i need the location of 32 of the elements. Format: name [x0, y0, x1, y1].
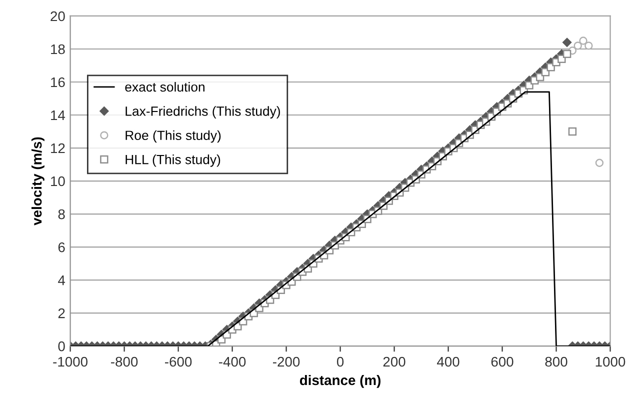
point: [584, 42, 593, 50]
x-tick-label: -200: [272, 356, 300, 367]
x-tick-label: 1000: [596, 356, 626, 367]
legend-label: Roe (This study): [126, 130, 221, 143]
y-tick-label: 18: [51, 44, 65, 54]
legend-label: Lax-Friedrichs (This study): [126, 106, 280, 118]
x-tick-label: -600: [165, 356, 192, 367]
x-tick-label: 200: [383, 356, 406, 367]
y-tick-label: 6: [58, 242, 65, 252]
x-tick-label: -800: [111, 356, 138, 367]
legend-label: exact solution: [125, 82, 204, 92]
x-tick-label: -400: [218, 356, 246, 367]
y-tick-label: 2: [58, 308, 65, 318]
point: [595, 158, 604, 167]
y-tick-label: 8: [58, 209, 65, 220]
point: [574, 42, 582, 50]
x-tick-label: 800: [545, 356, 568, 367]
y-tick-label: 20: [50, 11, 65, 22]
x-tick-label: 600: [491, 356, 514, 367]
y-tick-label: 0: [58, 341, 65, 352]
x-tick-label: 400: [436, 356, 460, 367]
legend-label: HLL (This study): [126, 154, 220, 167]
x-tick-label: 0: [336, 356, 344, 367]
y-tick-label: 10: [51, 176, 65, 186]
y-tick-label: 16: [51, 77, 65, 88]
y-axis-title: velocity (m/s): [31, 137, 44, 226]
y-tick-label: 4: [58, 276, 66, 286]
point: [579, 36, 588, 45]
y-tick-label: 12: [51, 143, 65, 154]
x-tick-label: -1000: [53, 356, 88, 367]
y-tick-label: 14: [51, 110, 66, 120]
x-axis-title: distance (m): [300, 374, 380, 388]
